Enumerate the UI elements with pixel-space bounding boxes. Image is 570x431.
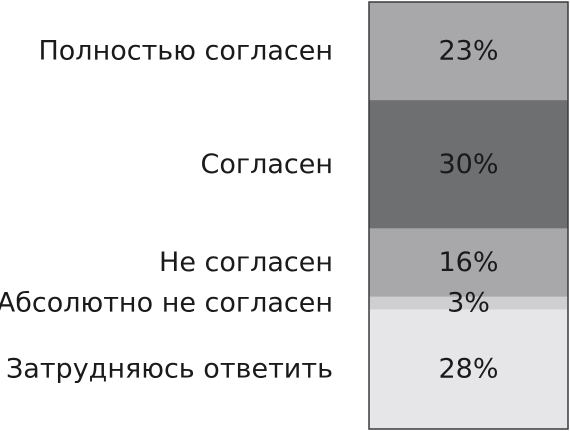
value-label: 30% bbox=[438, 149, 498, 180]
bar-segment bbox=[369, 309, 568, 430]
category-label: Полностью согласен bbox=[38, 36, 333, 67]
category-labels: Полностью согласен Согласен Не согласен Абс… bbox=[0, 36, 333, 385]
bar-segment bbox=[369, 228, 568, 298]
category-label: Согласен bbox=[201, 149, 333, 180]
value-label: 23% bbox=[438, 36, 498, 67]
value-label: 28% bbox=[438, 354, 498, 385]
value-label: 16% bbox=[438, 247, 498, 278]
category-label: Не согласен bbox=[159, 247, 333, 278]
bar-segment bbox=[369, 100, 568, 229]
value-label: 3% bbox=[447, 288, 490, 319]
bar-segments bbox=[369, 2, 568, 430]
category-label: Абсолютно не согласен bbox=[0, 288, 333, 319]
value-labels: 23% 30% 16% 3% 28% bbox=[438, 36, 498, 385]
bar-segment bbox=[369, 296, 568, 310]
category-label: Затрудняюсь ответить bbox=[6, 354, 333, 385]
bar-frame bbox=[368, 1, 569, 430]
bar-segment bbox=[369, 2, 568, 101]
